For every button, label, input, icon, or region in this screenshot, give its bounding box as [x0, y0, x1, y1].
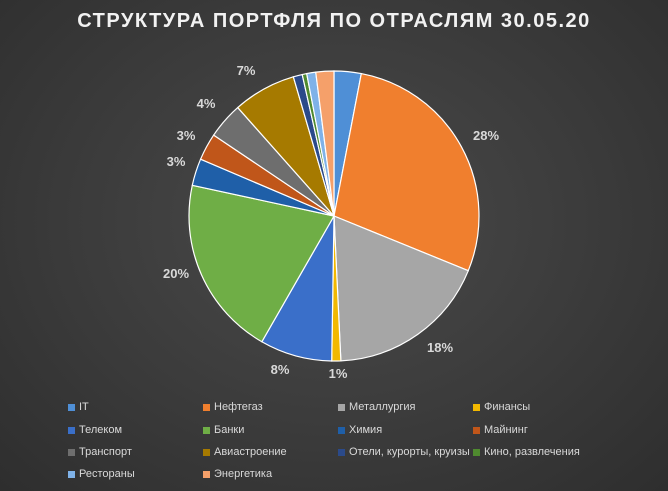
legend-swatch	[203, 448, 210, 456]
legend-label: Телеком	[79, 424, 123, 436]
legend-item-металлургия: Металлургия	[338, 401, 416, 413]
legend-item-химия: Химия	[338, 424, 382, 436]
data-label-транспорт: 4%	[197, 96, 216, 111]
pie-slice-нефтегаз	[333, 72, 480, 272]
chart-title: СТРУКТУРА ПОРТФЛЯ ПО ОТРАСЛЯМ 30.05.20	[77, 10, 591, 32]
legend-item-майнинг: Майнинг	[473, 424, 528, 436]
data-label-телеком: 8%	[271, 362, 290, 377]
legend-swatch	[473, 403, 480, 411]
legend-label: Металлургия	[349, 401, 416, 413]
legend-item-отели-курорты-круизы: Отели, курорты, круизы	[338, 446, 470, 458]
legend-label: Финансы	[484, 401, 531, 413]
legend-item-энергетика: Энергетика	[203, 468, 272, 480]
legend-label: Нефтегаз	[214, 401, 263, 413]
legend-swatch	[473, 448, 480, 456]
legend-item-it: IT	[68, 401, 89, 413]
legend-item-транспорт: Транспорт	[68, 446, 132, 458]
legend-item-банки: Банки	[203, 424, 244, 436]
legend-item-телеком: Телеком	[68, 424, 122, 436]
legend-swatch	[473, 426, 480, 434]
legend-label: Химия	[349, 424, 383, 436]
legend-label: Энергетика	[214, 468, 273, 480]
pie-slice-энергетика	[315, 70, 335, 217]
data-label-химия: 3%	[167, 154, 186, 169]
data-label-металлургия: 18%	[427, 340, 453, 355]
data-label-банки: 20%	[163, 266, 189, 281]
legend-label: Рестораны	[79, 468, 135, 480]
legend-swatch	[68, 448, 75, 456]
legend-swatch	[338, 403, 345, 411]
legend-item-кино-развлечения: Кино, развлечения	[473, 446, 580, 458]
legend-swatch	[68, 403, 75, 411]
pie-slice-банки	[188, 184, 335, 343]
legend-label: Отели, курорты, круизы	[349, 446, 470, 458]
data-label-финансы: 1%	[329, 366, 348, 381]
data-label-авиастроение: 7%	[237, 63, 256, 78]
legend-label: Авиастроение	[214, 446, 287, 458]
legend-label: Майнинг	[484, 424, 528, 436]
legend-swatch	[68, 470, 75, 478]
pie-slices	[188, 70, 480, 362]
data-label-нефтегаз: 28%	[473, 128, 499, 143]
legend-swatch	[203, 470, 210, 478]
legend-swatch	[203, 403, 210, 411]
legend-label: Транспорт	[79, 446, 132, 458]
legend-item-рестораны: Рестораны	[68, 468, 135, 480]
legend-swatch	[68, 426, 75, 434]
legend-swatch	[203, 426, 210, 434]
legend-item-авиастроение: Авиастроение	[203, 446, 287, 458]
pie-slice-металлургия	[333, 215, 470, 362]
data-label-майнинг: 3%	[177, 128, 196, 143]
legend-swatch	[338, 426, 345, 434]
legend-label: IT	[79, 401, 89, 413]
legend-item-нефтегаз: Нефтегаз	[203, 401, 263, 413]
pie-data-labels: 28% 18% 1% 8% 20% 3% 3% 4% 7%	[163, 63, 499, 381]
legend-item-финансы: Финансы	[473, 401, 530, 413]
legend-swatch	[338, 448, 345, 456]
legend-label: Кино, развлечения	[484, 446, 580, 458]
legend-label: Банки	[214, 424, 245, 436]
